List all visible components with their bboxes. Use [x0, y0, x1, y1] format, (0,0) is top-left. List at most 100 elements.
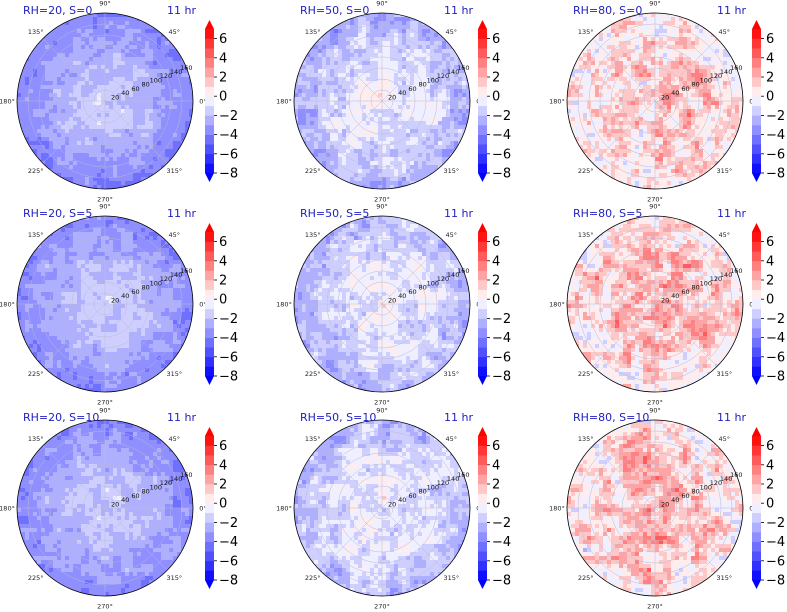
contour-cell [318, 153, 323, 158]
contour-cell [587, 145, 592, 150]
contour-cell [53, 41, 58, 46]
contour-cell [579, 89, 584, 94]
contour-cell [89, 141, 94, 146]
contour-cell [406, 133, 411, 138]
contour-cell [350, 25, 355, 30]
contour-cell [687, 21, 692, 26]
contour-cell [109, 49, 114, 54]
contour-cell [679, 137, 684, 142]
contour-cell [77, 149, 82, 154]
contour-cell [145, 37, 150, 42]
contour-cell [398, 73, 403, 78]
contour-cell [643, 37, 648, 42]
contour-cell [169, 129, 174, 134]
contour-cell [105, 121, 110, 126]
contour-cell [735, 117, 740, 122]
contour-cell [671, 173, 676, 178]
contour-cell [85, 25, 90, 30]
contour-cell [370, 105, 375, 110]
contour-cell [141, 53, 146, 58]
contour-cell [25, 117, 30, 122]
contour-cell [418, 33, 423, 38]
contour-cell [117, 61, 122, 66]
contour-cell [603, 133, 608, 138]
contour-cell [374, 45, 379, 50]
contour-cell [687, 101, 692, 106]
contour-cell [719, 69, 724, 74]
contour-cell [402, 113, 407, 118]
contour-cell [426, 41, 431, 46]
contour-cell [647, 125, 652, 130]
contour-cell [386, 73, 391, 78]
contour-cell [298, 97, 303, 102]
contour-cell [173, 133, 178, 138]
contour-cell [394, 29, 399, 34]
contour-cell [442, 133, 447, 138]
contour-cell [434, 93, 439, 98]
contour-cell [679, 41, 684, 46]
contour-cell [326, 81, 331, 86]
contour-cell [117, 93, 122, 98]
contour-cell [663, 101, 668, 106]
contour-cell [326, 41, 331, 46]
contour-cell [17, 101, 22, 106]
contour-cell [390, 121, 395, 126]
contour-cell [177, 69, 182, 74]
contour-cell [442, 93, 447, 98]
contour-cell [406, 17, 411, 22]
contour-cell [334, 153, 339, 158]
contour-cell [370, 37, 375, 42]
contour-cell [294, 101, 299, 106]
contour-cell [679, 77, 684, 82]
contour-cell [306, 53, 311, 58]
contour-cell [414, 77, 419, 82]
contour-cell [603, 37, 608, 42]
contour-cell [141, 73, 146, 78]
contour-cell [165, 149, 170, 154]
contour-cell [607, 157, 612, 162]
contour-cell [346, 157, 351, 162]
contour-cell [149, 109, 154, 114]
contour-cell [466, 129, 470, 134]
contour-cell [583, 53, 588, 58]
contour-cell [173, 93, 178, 98]
contour-cell [141, 129, 146, 134]
contour-cell [314, 121, 319, 126]
contour-cell [49, 125, 54, 130]
contour-cell [711, 61, 716, 66]
contour-cell [394, 13, 399, 18]
contour-cell [410, 101, 415, 106]
contour-cell [655, 113, 660, 118]
contour-cell [53, 165, 58, 170]
contour-cell [687, 45, 692, 50]
contour-cell [691, 105, 696, 110]
contour-cell [591, 69, 596, 74]
contour-cell [595, 45, 600, 50]
contour-cell [647, 109, 652, 114]
contour-cell [639, 137, 644, 142]
contour-cell [591, 73, 596, 78]
contour-cell [69, 25, 74, 30]
contour-cell [382, 133, 387, 138]
contour-cell [145, 85, 150, 90]
contour-cell [310, 81, 315, 86]
contour-cell [338, 73, 343, 78]
contour-cell [53, 33, 58, 38]
contour-cell [603, 29, 608, 34]
radial-tick-label: 80 [419, 81, 427, 89]
contour-cell [647, 173, 652, 178]
contour-cell [121, 69, 126, 74]
contour-cell [414, 153, 419, 158]
contour-cell [173, 149, 178, 154]
contour-cell [639, 109, 644, 114]
contour-cell [326, 133, 331, 138]
contour-cell [153, 165, 158, 170]
contour-cell [623, 157, 628, 162]
contour-cell [699, 49, 704, 54]
contour-cell [394, 157, 399, 162]
contour-cell [731, 105, 736, 110]
contour-cell [671, 157, 676, 162]
contour-cell [173, 65, 178, 70]
contour-cell [153, 109, 158, 114]
contour-cell [659, 49, 664, 54]
